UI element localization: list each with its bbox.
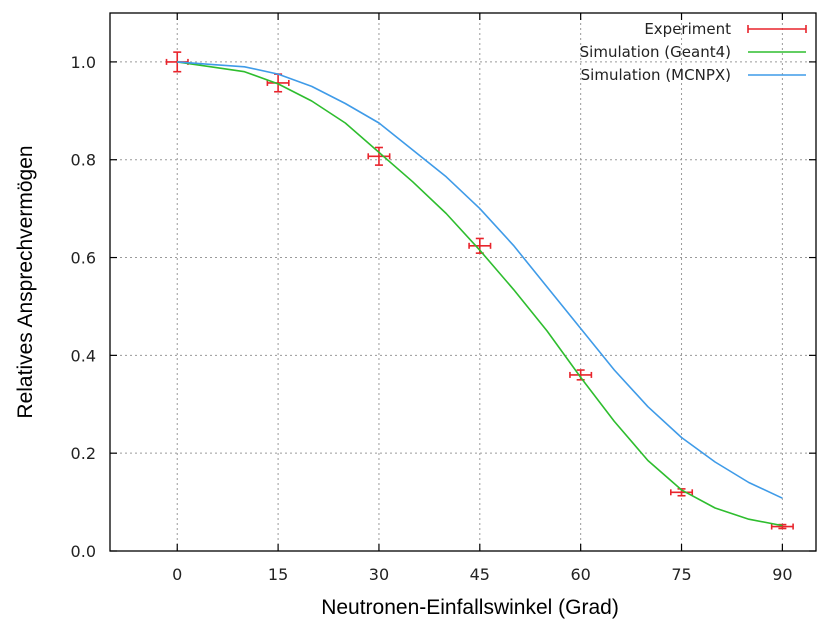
series-0: [165, 51, 794, 530]
series-line: [177, 61, 783, 499]
x-tick-label: 45: [470, 565, 490, 584]
data-point: [266, 73, 290, 93]
y-tick-label: 0.0: [71, 542, 96, 561]
x-tick-label: 75: [671, 565, 691, 584]
legend-item: Experiment: [644, 20, 807, 38]
x-tick-label: 60: [570, 565, 590, 584]
x-axis-label: Neutronen-Einfallswinkel (Grad): [321, 596, 619, 619]
y-tick-label: 0.6: [71, 249, 96, 268]
y-tick-label: 0.8: [71, 151, 96, 170]
x-tick-label: 15: [268, 565, 288, 584]
legend: Experiment Simulation (Geant4) Simulation …: [580, 20, 807, 84]
grid: [110, 13, 816, 552]
plot-frame: [109, 12, 817, 552]
legend-item: Simulation (MCNPX): [581, 66, 806, 84]
legend-item: Simulation (Geant4): [580, 43, 806, 61]
y-tick-label: 1.0: [71, 53, 96, 72]
x-tick-label: 0: [172, 565, 182, 584]
data-point: [669, 488, 694, 497]
ticks: 0 15 30 45 60 75 90 0.0 0.2 0.4 0.6 0.8 1.0: [71, 13, 816, 584]
series-line: [177, 61, 783, 527]
y-tick-label: 0.4: [71, 346, 96, 365]
legend-label: Simulation (MCNPX): [581, 66, 731, 84]
x-tick-label: 90: [772, 565, 792, 584]
legend-label: Simulation (Geant4): [580, 43, 731, 61]
series-2: [177, 61, 783, 499]
data-point: [367, 146, 391, 166]
x-tick-label: 30: [369, 565, 389, 584]
y-tick-label: 0.2: [71, 444, 96, 463]
series-1: [177, 61, 783, 527]
y-axis-label: Relatives Ansprechvermögen: [14, 145, 37, 418]
legend-label: Experiment: [644, 20, 731, 38]
plot-series: [165, 51, 794, 530]
